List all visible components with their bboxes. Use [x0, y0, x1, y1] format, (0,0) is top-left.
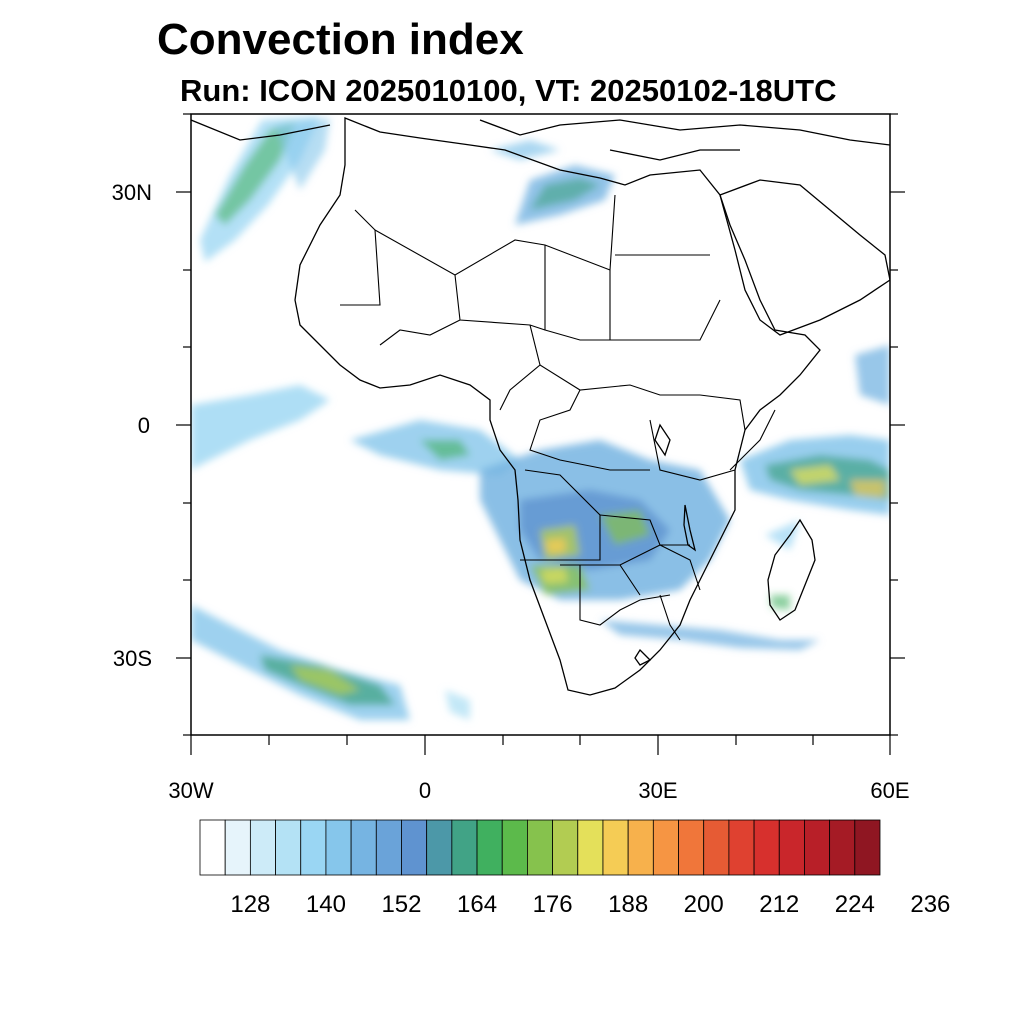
- colorbar-swatch: [854, 819, 881, 876]
- colorbar-tick-label: 176: [533, 891, 573, 918]
- colorbar-tick-label: 164: [457, 891, 497, 918]
- lat-label-30s: 30S: [113, 646, 152, 671]
- colorbar-tick-label: 224: [835, 891, 875, 918]
- colorbar-swatch: [350, 819, 377, 876]
- colorbar-swatch: [753, 819, 780, 876]
- colorbar-swatch: [652, 819, 679, 876]
- lon-label-30w: 30W: [168, 778, 213, 803]
- convection-field: [191, 116, 890, 720]
- colorbar-swatch: [451, 819, 478, 876]
- madagascar-coastline: [767, 518, 816, 621]
- lat-label-30n: 30N: [112, 180, 152, 205]
- colorbar-tick-label: 128: [230, 891, 270, 918]
- lon-label-0: 0: [419, 778, 431, 803]
- axis-ticks: [176, 113, 905, 755]
- colorbar-tick-label: 212: [759, 891, 799, 918]
- colorbar-swatch: [476, 819, 503, 876]
- colorbar-swatch: [577, 819, 604, 876]
- colorbar-tick-label: 152: [381, 891, 421, 918]
- colorbar-swatch: [804, 819, 831, 876]
- colorbar-swatch: [703, 819, 730, 876]
- lat-label-0: 0: [138, 413, 150, 438]
- colorbar-tick-label: 236: [910, 891, 950, 918]
- convection-equatorial-atlantic: [191, 385, 330, 470]
- colorbar-swatch: [527, 819, 553, 876]
- colorbar-swatch: [552, 819, 579, 876]
- country-borders: [340, 194, 776, 641]
- lon-label-60e: 60E: [870, 778, 909, 803]
- colorbar: [199, 819, 881, 876]
- colorbar-swatch: [728, 819, 755, 876]
- colorbar-swatch: [778, 819, 805, 876]
- colorbar-swatch: [300, 819, 327, 876]
- colorbar-swatch: [249, 819, 276, 876]
- colorbar-swatch: [199, 819, 226, 876]
- colorbar-tick-label: 188: [608, 891, 648, 918]
- coastlines: [191, 117, 890, 696]
- colorbar-swatch: [602, 819, 629, 876]
- colorbar-tick-label: 140: [306, 891, 346, 918]
- colorbar-labels: 128 140 152 164 176 188 200 212 224 236: [230, 891, 950, 918]
- colorbar-swatch: [501, 819, 528, 876]
- map-title: Convection index: [157, 15, 524, 64]
- africa-coastline: [294, 117, 821, 696]
- colorbar-swatch: [325, 819, 352, 876]
- lon-label-30e: 30E: [638, 778, 677, 803]
- colorbar-swatch: [401, 819, 428, 876]
- colorbar-swatch: [224, 819, 251, 876]
- colorbar-swatch: [375, 819, 402, 876]
- map-subtitle: Run: ICON 2025010100, VT: 20250102-18UTC: [180, 73, 837, 108]
- colorbar-swatch: [426, 819, 453, 876]
- colorbar-swatch: [275, 819, 302, 876]
- arabia-coastline: [719, 179, 890, 336]
- colorbar-swatch: [829, 819, 856, 876]
- colorbar-swatch: [627, 819, 654, 876]
- colorbar-swatch: [678, 819, 705, 876]
- colorbar-tick-label: 200: [684, 891, 724, 918]
